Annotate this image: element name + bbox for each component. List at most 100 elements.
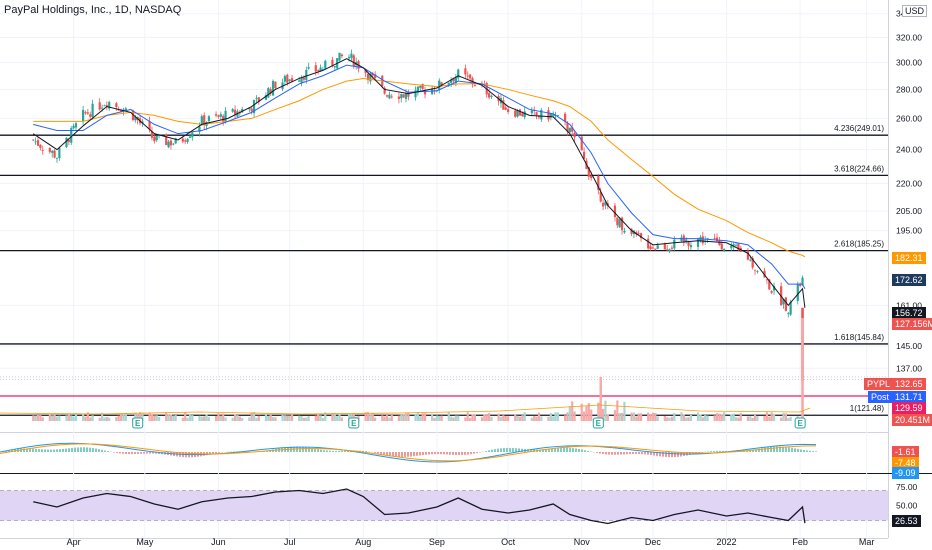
candle-body <box>317 70 320 71</box>
volume-bar <box>556 412 560 421</box>
volume-bar <box>117 415 120 421</box>
volume-bar <box>188 414 192 421</box>
price-tag: 156.72 <box>892 307 926 319</box>
earnings-marker-label: E <box>596 419 602 428</box>
x-tick-label: Aug <box>355 537 371 547</box>
macd-bar <box>779 446 781 452</box>
volume-bar <box>582 411 586 421</box>
candle-body <box>706 238 709 240</box>
currency-label[interactable]: USD <box>902 5 928 17</box>
x-tick-label: Apr <box>67 537 81 547</box>
macd-bar <box>755 449 757 452</box>
macd-bar <box>641 452 643 455</box>
macd-bar <box>794 448 796 452</box>
macd-bar <box>11 449 13 452</box>
candle-body <box>222 115 225 122</box>
macd-bar <box>119 452 121 454</box>
macd-bar <box>389 452 391 456</box>
candle-body <box>623 230 626 233</box>
candle-body <box>770 291 773 293</box>
volume-bar <box>419 416 422 421</box>
macd-bar <box>422 452 424 456</box>
candle-body <box>172 143 175 145</box>
candle-body <box>715 237 719 242</box>
candle-body <box>568 127 571 133</box>
volume-bar <box>214 415 218 421</box>
candle-body <box>549 113 552 118</box>
macd-bar <box>575 448 577 452</box>
volume-bar <box>516 415 519 421</box>
candle-body <box>471 78 474 84</box>
macd-bar <box>809 450 811 452</box>
volume-bar <box>400 414 403 421</box>
volume-bar <box>48 414 51 421</box>
volume-bar <box>423 413 427 421</box>
volume-bar <box>699 414 702 421</box>
macd-bar <box>554 448 556 452</box>
macd-bar <box>653 452 655 456</box>
price-tag: 131.71 <box>892 391 926 403</box>
candle-body <box>438 80 441 90</box>
volume-bar <box>530 417 533 421</box>
volume-bar <box>169 414 173 421</box>
macd-bar <box>617 452 619 455</box>
volume-bar <box>250 412 253 421</box>
candle-body <box>402 94 405 98</box>
macd-bar <box>125 452 127 454</box>
earnings-marker-label: E <box>351 419 357 428</box>
candle-body <box>687 240 690 246</box>
candle-body <box>283 76 287 82</box>
y-tick-label: 205.00 <box>896 206 922 216</box>
earnings-marker: E <box>348 417 360 429</box>
macd-bar <box>95 448 97 452</box>
candle-body <box>587 167 590 177</box>
candle-body <box>521 113 524 117</box>
volume-bars <box>32 318 804 421</box>
rsi-tick-label: 75.00 <box>896 482 918 492</box>
candle-body <box>203 115 206 126</box>
volume-bar <box>148 413 151 421</box>
macd-bar <box>620 452 622 455</box>
x-tick-label: Sep <box>429 537 445 547</box>
candle-body <box>369 73 372 82</box>
candle-body <box>224 110 227 122</box>
volume-bar <box>203 416 206 421</box>
candle-body <box>103 105 106 107</box>
candle-body <box>673 239 676 249</box>
macd-bar <box>329 450 331 452</box>
macd-bar <box>383 452 385 455</box>
rsi-band <box>0 490 888 521</box>
candle-body <box>70 128 73 143</box>
candle-body <box>198 126 201 132</box>
candle-body <box>732 244 735 246</box>
candle-body <box>514 110 517 117</box>
macd-bar <box>719 450 721 452</box>
volume-bar <box>680 412 683 421</box>
macd-bar <box>83 447 85 452</box>
volume-bar <box>689 415 693 421</box>
volume-bar <box>324 412 327 421</box>
volume-bar <box>734 417 738 421</box>
macd-bar <box>431 452 433 455</box>
candle-body <box>331 59 334 66</box>
candle-body <box>404 92 408 99</box>
volume-bar <box>91 415 94 421</box>
volume-bar <box>407 412 410 421</box>
candle-body <box>490 95 493 97</box>
price-tag: 132.65 <box>892 378 926 390</box>
candle-body <box>207 116 211 122</box>
macd-bar <box>212 452 214 454</box>
macd-bar <box>89 447 91 452</box>
macd-bar <box>401 452 403 458</box>
macd-bar <box>764 447 766 452</box>
macd-bar <box>632 452 634 455</box>
macd-bar <box>530 449 532 452</box>
volume-bar <box>620 412 624 421</box>
candle-body <box>252 99 256 113</box>
volume-bar <box>150 414 154 421</box>
macd-bar <box>5 450 7 452</box>
macd-bar <box>302 446 304 452</box>
volume-bar <box>685 417 688 421</box>
earnings-marker-label: E <box>797 419 803 428</box>
